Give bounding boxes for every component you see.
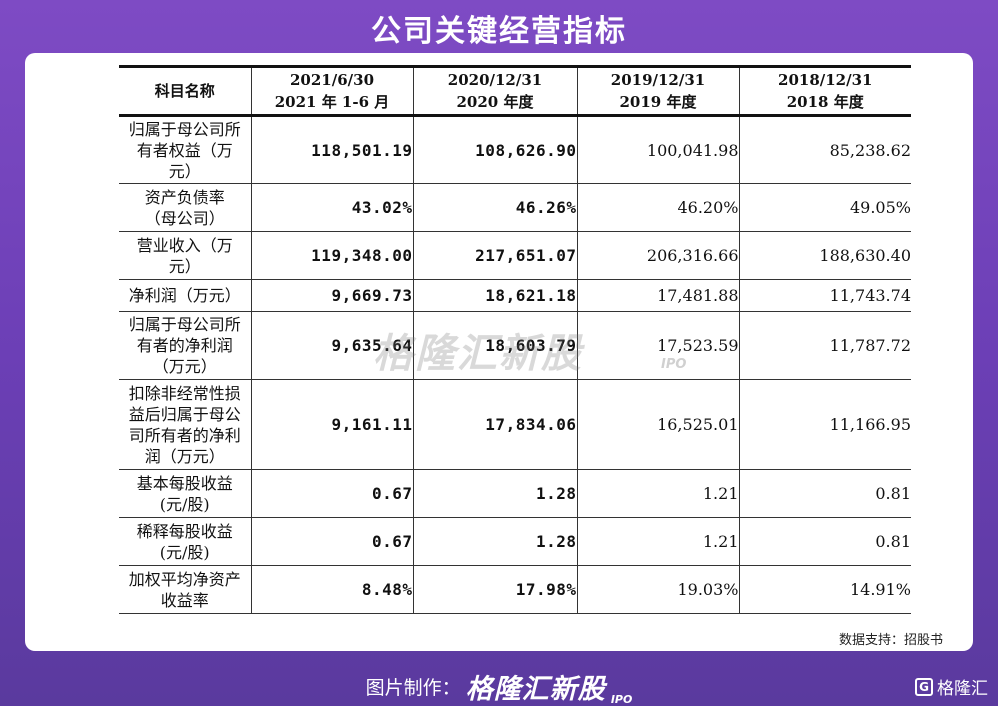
table-cell: 18,603.79 xyxy=(412,311,577,380)
table-cell: 18,621.18 xyxy=(412,279,577,312)
table-cell: 11,166.95 xyxy=(738,379,911,470)
corner-logo: G 格隆汇 xyxy=(915,674,988,699)
table-header-row: 科目名称 2021/6/30 2021 年 1-6 月 2020/12/31 202… xyxy=(119,66,911,117)
table-cell: 9,161.11 xyxy=(250,379,413,470)
row-label: 资产负债率 （母公司） xyxy=(119,183,251,232)
table-cell: 206,316.66 xyxy=(576,231,739,280)
table-cell: 9,669.73 xyxy=(250,279,413,312)
header-cell: 2018/12/31 2018 年度 xyxy=(738,66,911,117)
corner-logo-text: 格隆汇 xyxy=(937,679,988,699)
table-cell: 0.81 xyxy=(738,469,911,518)
source-note: 数据支持：招股书 xyxy=(838,633,943,648)
table-cell: 9,635.64 xyxy=(250,311,413,380)
table-cell: 217,651.07 xyxy=(412,231,577,280)
table-cell: 46.20% xyxy=(576,183,739,232)
g-logo-icon: G xyxy=(915,677,933,696)
header-cell: 科目名称 xyxy=(119,66,251,117)
row-label: 扣除非经常性损 益后归属于母公 司所有者的净利 润（万元） xyxy=(119,379,251,470)
table-cell: 1.21 xyxy=(576,469,739,518)
row-label: 加权平均净资产 收益率 xyxy=(119,565,251,614)
table-cell: 1.21 xyxy=(576,517,739,566)
table-row: 加权平均净资产 收益率 8.48% 17.98% 19.03% 14.91% xyxy=(119,565,911,614)
row-label: 营业收入（万 元） xyxy=(119,231,251,280)
table-cell: 19.03% xyxy=(576,565,739,614)
row-label: 净利润（万元） xyxy=(119,279,251,312)
table-row: 营业收入（万 元） 119,348.00 217,651.07 206,316.6… xyxy=(119,231,911,280)
header-cell: 2021/6/30 2021 年 1-6 月 xyxy=(250,66,413,117)
table-cell: 43.02% xyxy=(250,183,413,232)
table-cell: 11,787.72 xyxy=(738,311,911,380)
table-cell: 11,743.74 xyxy=(738,279,911,312)
table-row: 净利润（万元） 9,669.73 18,621.18 17,481.88 11,… xyxy=(119,279,911,312)
table-cell: 14.91% xyxy=(738,565,911,614)
table-cell: 100,041.98 xyxy=(576,115,739,184)
table-row: 稀释每股收益 (元/股) 0.67 1.28 1.21 0.81 xyxy=(119,517,911,566)
table-cell: 16,525.01 xyxy=(576,379,739,470)
table-row: 归属于母公司所 有者权益（万 元） 118,501.19 108,626.90 10… xyxy=(119,115,911,184)
table-cell: 1.28 xyxy=(412,517,577,566)
table-cell: 17,834.06 xyxy=(412,379,577,470)
table-row: 归属于母公司所 有者的净利润 （万元） 9,635.64 18,603.79 17,… xyxy=(119,311,911,380)
page-title: 公司关键经营指标 xyxy=(371,14,627,49)
table-cell: 8.48% xyxy=(250,565,413,614)
table-cell: 108,626.90 xyxy=(412,115,577,184)
table-cell: 49.05% xyxy=(738,183,911,232)
table-cell: 46.26% xyxy=(412,183,577,232)
table-cell: 17,481.88 xyxy=(576,279,739,312)
table-cell: 17,523.59 xyxy=(576,311,739,380)
header-cell: 2019/12/31 2019 年度 xyxy=(576,66,739,117)
watermark-suffix: IPO xyxy=(661,357,687,372)
table-cell: 0.81 xyxy=(738,517,911,566)
table-cell: 17.98% xyxy=(412,565,577,614)
footer-credit: 图片制作： xyxy=(365,677,461,699)
table-cell: 119,348.00 xyxy=(250,231,413,280)
table-cell: 0.67 xyxy=(250,517,413,566)
table-row: 资产负债率 （母公司） 43.02% 46.26% 46.20% 49.05% xyxy=(119,183,911,232)
row-label: 归属于母公司所 有者权益（万 元） xyxy=(119,115,251,184)
footer-brand-suffix: IPO xyxy=(610,693,633,706)
row-label: 归属于母公司所 有者的净利润 （万元） xyxy=(119,311,251,380)
key-metrics-table: 科目名称 2021/6/30 2021 年 1-6 月 2020/12/31 202… xyxy=(119,65,911,614)
row-label: 基本每股收益 (元/股) xyxy=(119,469,251,518)
table-cell: 0.67 xyxy=(250,469,413,518)
row-label: 稀释每股收益 (元/股) xyxy=(119,517,251,566)
table-cell: 188,630.40 xyxy=(738,231,911,280)
table-cell: 118,501.19 xyxy=(250,115,413,184)
table-row: 基本每股收益 (元/股) 0.67 1.28 1.21 0.81 xyxy=(119,469,911,518)
content-card: 科目名称 2021/6/30 2021 年 1-6 月 2020/12/31 202… xyxy=(25,53,973,651)
header-cell: 2020/12/31 2020 年度 xyxy=(412,66,577,117)
footer-brand: 格隆汇新股 xyxy=(465,674,606,705)
footer: 图片制作： 格隆汇新股 IPO xyxy=(0,667,998,706)
table-row: 扣除非经常性损 益后归属于母公 司所有者的净利 润（万元） 9,161.11 17,8… xyxy=(119,379,911,470)
table-cell: 85,238.62 xyxy=(738,115,911,184)
table-cell: 1.28 xyxy=(412,469,577,518)
